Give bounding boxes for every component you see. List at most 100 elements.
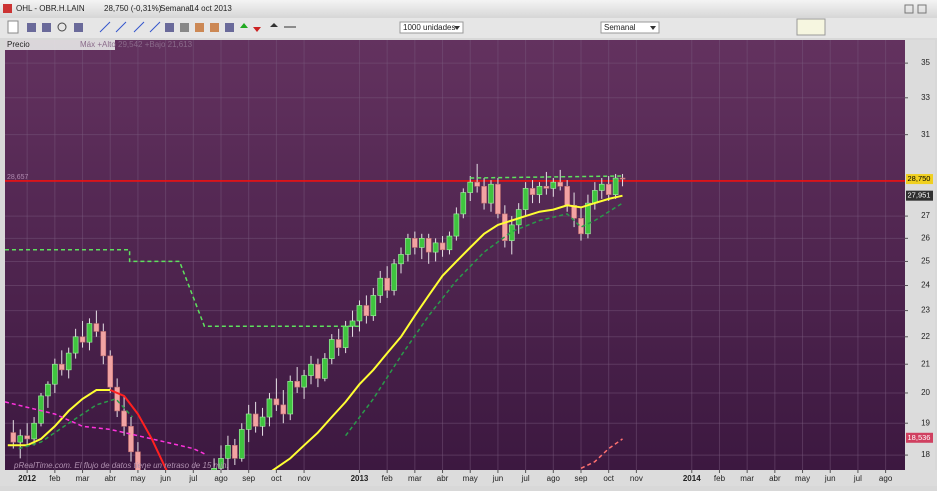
candle-body: [315, 363, 321, 379]
candle-body: [425, 238, 432, 253]
x-tick-label: feb: [714, 474, 726, 483]
tool-right[interactable]: [270, 23, 278, 27]
tool-trend2[interactable]: [149, 21, 161, 33]
price-tag: [906, 190, 933, 201]
candle-body: [543, 185, 550, 189]
x-tick-label: ago: [879, 474, 893, 483]
toolbar: [0, 18, 937, 38]
x-tick-label: sep: [575, 474, 588, 483]
period-select[interactable]: [600, 21, 660, 34]
y-tick-label: 25: [921, 257, 930, 266]
candle-body: [460, 192, 467, 215]
quantity-select[interactable]: [399, 21, 464, 34]
overlay-line: [5, 175, 623, 327]
candle-body: [65, 352, 72, 371]
reference-label: 28,657: [7, 174, 29, 181]
x-tick-label: ago: [214, 474, 228, 483]
tool-channel[interactable]: [115, 21, 127, 33]
candle-body: [412, 238, 418, 248]
panel-header: [5, 40, 115, 50]
candle-body: [287, 381, 294, 415]
x-tick-label: may: [463, 474, 478, 483]
tool-icons[interactable]: [7, 20, 296, 34]
series-layer: 28,657: [5, 163, 905, 470]
tool-pattern[interactable]: [195, 23, 204, 32]
x-tick-label: abr: [437, 474, 449, 483]
tool-delete[interactable]: [180, 23, 189, 32]
candle-body: [10, 432, 17, 443]
quantity-text: 1000 unidades: [403, 23, 456, 32]
y-tick-label: 19: [921, 418, 930, 427]
axes: 18 19 20 21 22 23 24 25 26 27 31 33 35 2012 feb mar abr m…: [18, 58, 933, 483]
candle-body: [218, 458, 224, 469]
y-tick-label: 35: [921, 58, 930, 67]
tool-zoom[interactable]: [57, 22, 67, 32]
window-title: OHL - OBR.H.LAIN: [16, 4, 85, 13]
panel-label: Precio: [7, 40, 30, 49]
candle-body: [592, 190, 598, 204]
close-button[interactable]: [917, 4, 927, 14]
price-tag: [906, 432, 933, 443]
x-tick-label: 2013: [351, 474, 369, 483]
price-tag-label: 28,750: [908, 174, 931, 183]
tool-trend[interactable]: [133, 21, 145, 33]
tool-pencil[interactable]: [27, 23, 36, 32]
x-tick-label: mar: [740, 474, 754, 483]
candle-body: [619, 177, 626, 180]
candle-body: [370, 295, 377, 317]
overlay-line: [109, 389, 168, 470]
tool-down[interactable]: [253, 27, 261, 32]
minimize-button[interactable]: [904, 4, 914, 14]
candle-body: [45, 383, 51, 397]
candle-body: [522, 188, 529, 210]
x-tick-label: jun: [492, 474, 504, 483]
tool-pointer[interactable]: [7, 20, 19, 34]
chart-type-button[interactable]: [796, 18, 826, 36]
tool-up[interactable]: [240, 23, 248, 28]
x-tick-label: jun: [159, 474, 171, 483]
candle-body: [453, 213, 460, 237]
candle-body: [72, 336, 79, 354]
candle-body: [252, 413, 259, 427]
candle-body: [598, 183, 605, 191]
candle-body: [377, 277, 384, 296]
overlay-line: [7, 194, 623, 470]
candle-body: [564, 185, 570, 206]
x-tick-label: abr: [769, 474, 781, 483]
plot-area: [5, 40, 905, 470]
candle-body: [328, 339, 335, 359]
candle-body: [363, 305, 370, 317]
tool-pattern2[interactable]: [210, 23, 219, 32]
candle-body: [571, 204, 577, 219]
y-tick-label: 18: [921, 450, 930, 459]
tool-hand[interactable]: [74, 23, 83, 32]
candle-body: [211, 468, 217, 470]
tool-fibo[interactable]: [165, 23, 174, 32]
overlay-line: [18, 202, 623, 450]
tool-line[interactable]: [99, 21, 111, 33]
candle-body: [225, 445, 231, 459]
tool-eraser[interactable]: [42, 23, 51, 32]
x-tick-label: 2012: [18, 474, 36, 483]
candle-body: [439, 242, 446, 251]
candle-body: [38, 395, 44, 424]
candle-body: [58, 363, 65, 371]
x-tick-label: sep: [242, 474, 255, 483]
x-tick-label: oct: [271, 474, 282, 483]
candle-body: [550, 181, 557, 189]
candle-body: [245, 413, 252, 430]
candle-body: [398, 254, 404, 265]
price-tag-label: 18,536: [908, 433, 931, 442]
y-tick-label: 31: [921, 130, 930, 139]
candle-body: [24, 435, 30, 440]
y-tick-label: 24: [921, 281, 930, 290]
candle-body: [349, 320, 356, 327]
candle-body: [31, 422, 37, 440]
candle-body: [432, 242, 439, 253]
window-buttons[interactable]: [904, 4, 927, 14]
x-tick-label: jul: [188, 474, 197, 483]
tool-text[interactable]: [225, 23, 234, 32]
candle-body: [418, 238, 425, 248]
candle-body: [342, 325, 349, 348]
